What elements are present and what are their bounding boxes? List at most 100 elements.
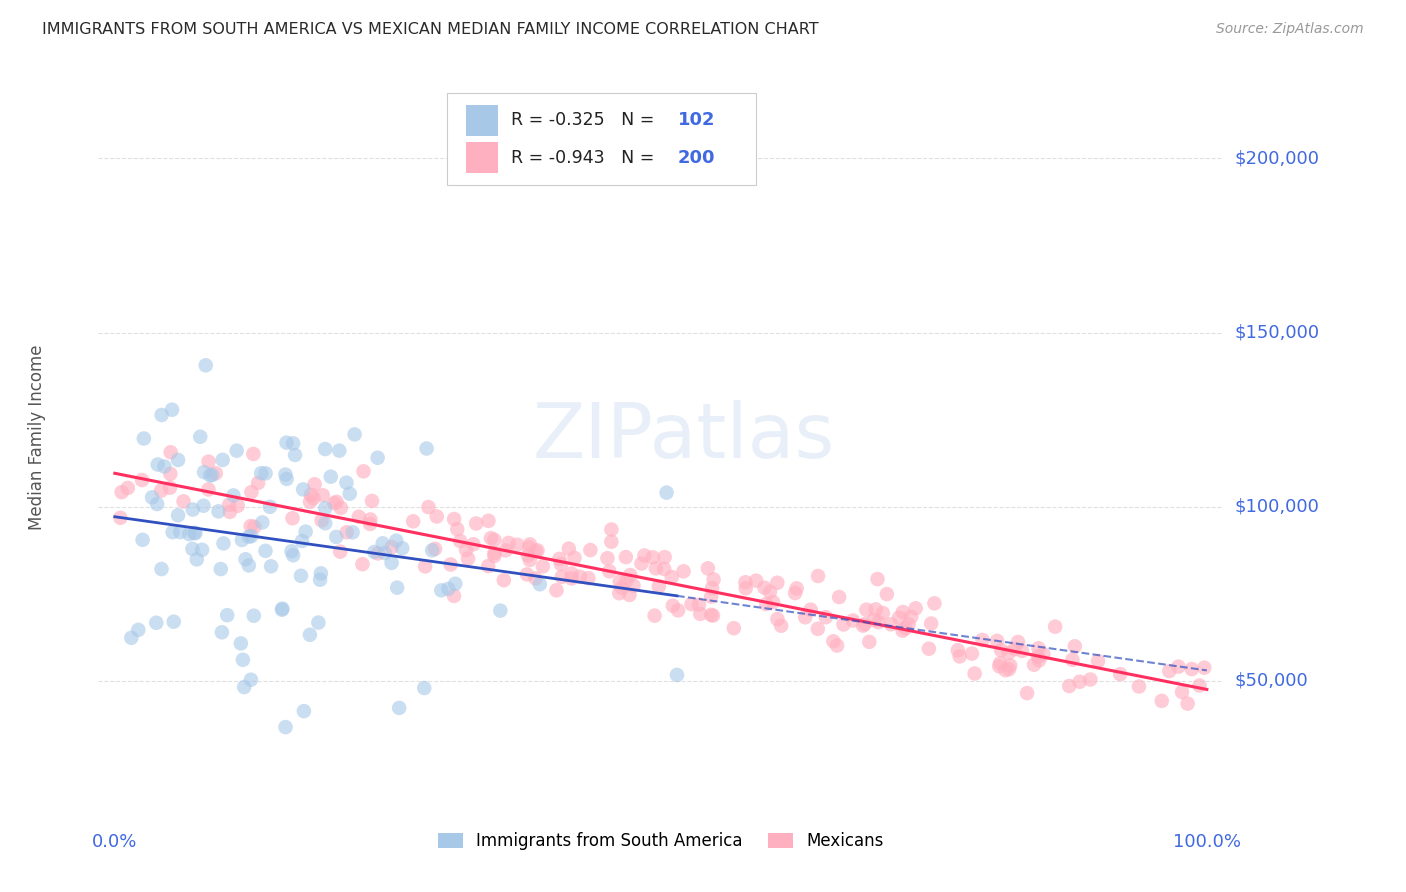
Point	[456, 543, 478, 558]
Point	[997, 646, 1019, 660]
Point	[274, 720, 297, 734]
Point	[259, 500, 281, 514]
Point	[644, 561, 666, 575]
Point	[329, 544, 352, 558]
Point	[1069, 674, 1091, 689]
Point	[146, 497, 169, 511]
Point	[160, 402, 183, 417]
Point	[312, 488, 335, 502]
Point	[437, 582, 460, 596]
Point	[972, 632, 994, 647]
Point	[449, 534, 471, 549]
Point	[800, 602, 823, 616]
Point	[191, 542, 214, 557]
Point	[325, 495, 347, 509]
Text: $50,000: $50,000	[1234, 672, 1308, 690]
Point	[807, 622, 830, 636]
Point	[314, 501, 336, 516]
Point	[339, 486, 361, 500]
Point	[858, 635, 880, 649]
Point	[689, 607, 711, 621]
Point	[243, 520, 266, 534]
Point	[1177, 697, 1199, 711]
Point	[889, 610, 911, 624]
Point	[381, 540, 404, 554]
Point	[385, 533, 408, 548]
Point	[146, 458, 169, 472]
Point	[1011, 644, 1033, 658]
Text: Median Family Income: Median Family Income	[28, 344, 45, 530]
Point	[173, 494, 195, 508]
Point	[745, 574, 768, 588]
Text: $200,000: $200,000	[1234, 150, 1319, 168]
Point	[1062, 653, 1084, 667]
Point	[159, 445, 181, 459]
Point	[853, 617, 876, 632]
Point	[465, 516, 488, 531]
Point	[920, 616, 942, 631]
Point	[167, 508, 190, 523]
Point	[309, 573, 332, 587]
Point	[235, 552, 257, 566]
Point	[219, 505, 242, 519]
Point	[484, 549, 506, 563]
Point	[988, 659, 1011, 673]
Point	[517, 549, 540, 563]
Point	[1078, 673, 1101, 687]
Point	[600, 523, 623, 537]
Point	[988, 657, 1011, 671]
Point	[1007, 635, 1029, 649]
Point	[576, 571, 599, 585]
Point	[495, 543, 517, 558]
Point	[949, 649, 972, 664]
Point	[766, 575, 789, 590]
Point	[529, 577, 551, 591]
Point	[946, 643, 969, 657]
Point	[198, 468, 221, 483]
Point	[183, 525, 205, 540]
Point	[703, 573, 725, 587]
Point	[193, 499, 215, 513]
Point	[233, 680, 256, 694]
Point	[644, 608, 666, 623]
Point	[150, 483, 173, 498]
Point	[420, 543, 443, 558]
Point	[852, 618, 875, 632]
Point	[1171, 685, 1194, 699]
Point	[361, 494, 384, 508]
Point	[1150, 694, 1173, 708]
Point	[766, 612, 789, 626]
Point	[388, 701, 411, 715]
Point	[250, 467, 273, 481]
Point	[302, 491, 325, 505]
Point	[281, 436, 304, 450]
Point	[209, 562, 232, 576]
Point	[960, 647, 983, 661]
Point	[900, 610, 922, 624]
Point	[131, 533, 153, 547]
Point	[654, 550, 676, 565]
Point	[371, 536, 394, 550]
Point	[1128, 680, 1150, 694]
Point	[443, 512, 465, 526]
Point	[343, 427, 366, 442]
Point	[391, 541, 413, 556]
Point	[1043, 620, 1066, 634]
Point	[630, 557, 652, 571]
Point	[276, 435, 298, 450]
Point	[633, 549, 655, 563]
Point	[319, 469, 342, 483]
Point	[110, 511, 132, 525]
Point	[918, 641, 941, 656]
Point	[498, 536, 520, 550]
Point	[162, 525, 184, 540]
Point	[311, 513, 333, 527]
Point	[517, 541, 540, 555]
Point	[281, 511, 304, 525]
Point	[825, 639, 848, 653]
Text: R = -0.943   N =: R = -0.943 N =	[512, 149, 659, 167]
Text: 0.0%: 0.0%	[93, 833, 138, 851]
Text: 100.0%: 100.0%	[1173, 833, 1241, 851]
Point	[623, 579, 645, 593]
Point	[197, 455, 219, 469]
